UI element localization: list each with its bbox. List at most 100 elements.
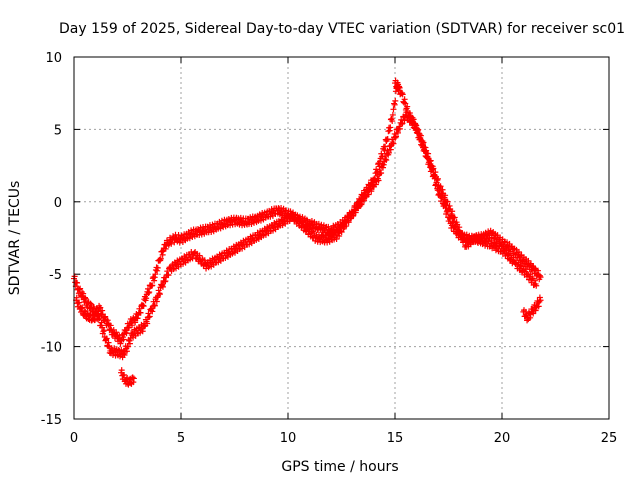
data-point-lower-branch [98,319,105,326]
data-point-lower-branch [372,181,379,188]
data-point-main [382,143,389,150]
data-point-lower-branch [165,272,172,279]
data-point-main [537,274,544,281]
data-point-lower-branch [368,188,375,195]
data-point-lower-branch [378,170,385,177]
data-point-outliers [395,87,402,94]
data-point-lower-branch [396,125,403,132]
data-point-main [159,251,166,258]
data-point-main [152,271,159,278]
data-point-lower-branch [352,209,359,216]
data-point-outliers [535,303,542,310]
data-point-main [99,307,106,314]
data-point-lower-branch [407,118,414,125]
plot-frame [73,56,610,420]
data-point-lower-branch [412,121,419,128]
data-point-lower-branch [380,161,387,168]
data-point-main [154,267,161,274]
data-point-main [391,101,398,108]
data-point-main [389,111,396,118]
data-point-lower-branch [96,315,103,322]
data-point-main [134,315,141,322]
data-point-outliers [118,367,125,374]
data-point-main [536,272,543,279]
data-point-lower-branch [458,231,465,238]
y-tick-label: -5 [49,268,62,283]
data-point-lower-branch [419,140,426,147]
data-point-main [400,99,407,106]
data-point-lower-branch [533,282,540,289]
data-point-main [387,124,394,131]
data-point-lower-branch [398,116,405,123]
data-point-lower-branch [434,177,441,184]
data-point-lower-branch [421,148,428,155]
data-point-lower-branch [338,229,345,236]
data-point-lower-branch [375,177,382,184]
data-point-lower-branch [365,191,372,198]
x-axis-label: GPS time / hours [281,459,398,475]
data-point-lower-branch [437,183,444,190]
data-point-outliers [536,294,543,301]
data-point-lower-branch [391,130,398,137]
data-point-lower-branch [345,219,352,226]
data-point-main [157,255,164,262]
data-point-lower-branch [393,133,400,140]
data-point-lower-branch [383,157,390,164]
data-point-lower-branch [394,129,401,136]
data-point-main [143,295,150,302]
data-point-lower-branch [380,164,387,171]
data-point-main [132,319,139,326]
data-point-main [399,91,406,98]
data-point-outliers [126,376,133,383]
data-point-main [102,313,109,320]
data-point-lower-branch [336,233,343,240]
x-tick-label: 5 [177,431,185,446]
x-tick-label: 10 [280,431,297,446]
data-point-lower-branch [420,139,427,146]
data-point-main [146,289,153,296]
data-point-lower-branch [126,340,133,347]
x-tick-label: 25 [601,431,618,446]
data-point-lower-branch [153,298,160,305]
data-point-lower-branch [158,282,165,289]
y-tick-label: -10 [41,341,62,356]
axis-ticks: 0 5 10 15 20 25 -15 -10 -5 0 5 10 [41,51,618,446]
data-point-lower-branch [156,290,163,297]
data-point-lower-branch [413,122,420,129]
data-point-lower-branch [527,271,534,278]
data-point-main [175,232,182,239]
data-point-lower-branch [105,339,112,346]
data-point-main [144,285,151,292]
data-point-lower-branch [461,236,468,243]
data-point-main [80,290,87,297]
data-point-lower-branch [95,316,102,323]
data-point-main [149,282,156,289]
x-tick-label: 15 [387,431,404,446]
data-point-lower-branch [121,352,128,359]
data-point-lower-branch [81,307,88,314]
data-point-main [107,322,114,329]
data-point-lower-branch [76,299,83,306]
data-point-main [74,279,81,286]
data-point-lower-branch [522,265,529,272]
data-point-lower-branch [392,134,399,141]
data-point-lower-branch [417,132,424,139]
data-point-main [145,289,152,296]
grid [74,57,609,419]
data-point-main [404,103,411,110]
data-point-lower-branch [361,197,368,204]
data-point-main [390,106,397,113]
data-point-main [162,245,169,252]
data-point-lower-branch [145,310,152,317]
data-point-lower-branch [385,149,392,156]
x-tick-label: 20 [494,431,511,446]
data-point-lower-branch [434,175,441,182]
data-point-lower-branch [446,202,453,209]
data-point-lower-branch [424,153,431,160]
y-tick-label: -15 [41,413,62,428]
data-point-main [171,239,178,246]
data-point-lower-branch [73,294,80,301]
data-point-lower-branch [432,169,439,176]
data-point-lower-branch [146,313,153,320]
